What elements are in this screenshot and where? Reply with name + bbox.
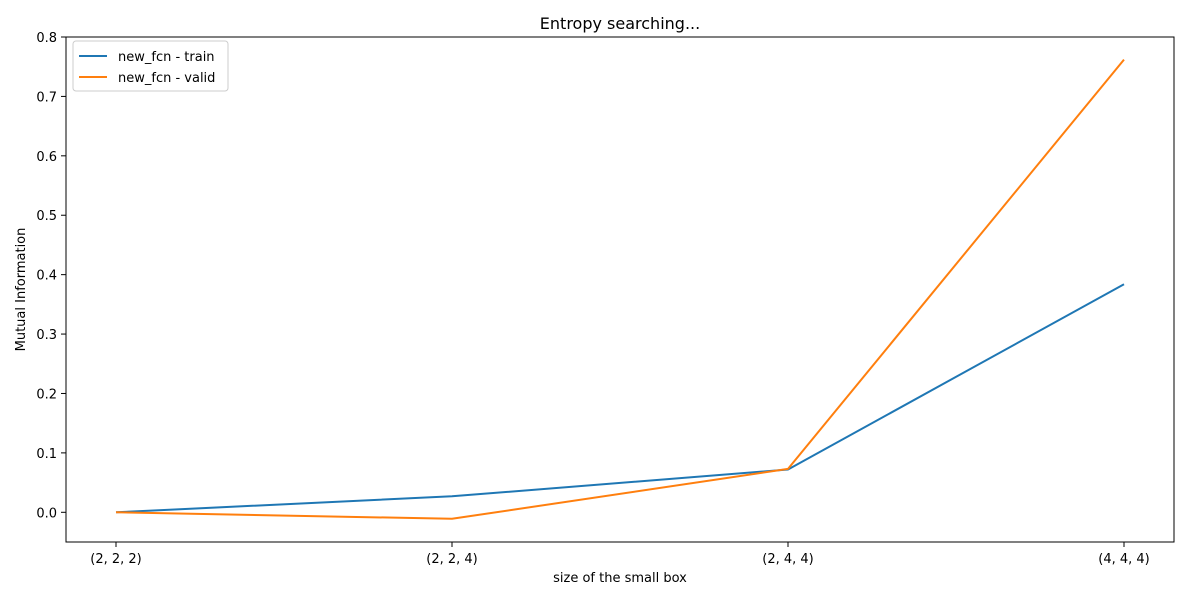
x-tick-label: (2, 2, 4) [426,552,478,567]
x-tick-label: (4, 4, 4) [1098,552,1150,567]
series-layer [115,58,1125,520]
series-line-valid [115,58,1125,520]
x-axis-label: size of the small box [553,571,687,586]
x-tick-label: (2, 2, 2) [90,552,142,567]
y-tick-label: 0.5 [36,209,57,224]
y-tick-label: 0.0 [36,506,57,521]
y-tick-label: 0.8 [36,31,57,46]
series-line-train [115,283,1125,514]
legend-label-valid: new_fcn - valid [118,71,215,86]
y-tick-label: 0.6 [36,150,57,165]
x-tick-label: (2, 4, 4) [762,552,814,567]
y-axis-label: Mutual Information [14,228,29,352]
y-tick-label: 0.1 [36,447,57,462]
plot-area [65,36,1175,543]
chart-title: Entropy searching... [540,14,700,33]
legend: new_fcn - train new_fcn - valid [72,40,229,92]
y-tick-label: 0.3 [36,328,57,343]
x-axis: (2, 2, 2) (2, 2, 4) (2, 4, 4) (4, 4, 4) [90,542,1150,567]
legend-label-train: new_fcn - train [118,50,215,65]
y-tick-label: 0.4 [36,269,57,284]
y-axis: 0.0 0.1 0.2 0.3 0.4 0.5 0.6 0.7 0.8 [36,31,66,521]
plot-frame [65,36,1175,543]
y-tick-label: 0.2 [36,387,57,402]
legend-box [72,40,229,92]
y-tick-label: 0.7 [36,90,57,105]
